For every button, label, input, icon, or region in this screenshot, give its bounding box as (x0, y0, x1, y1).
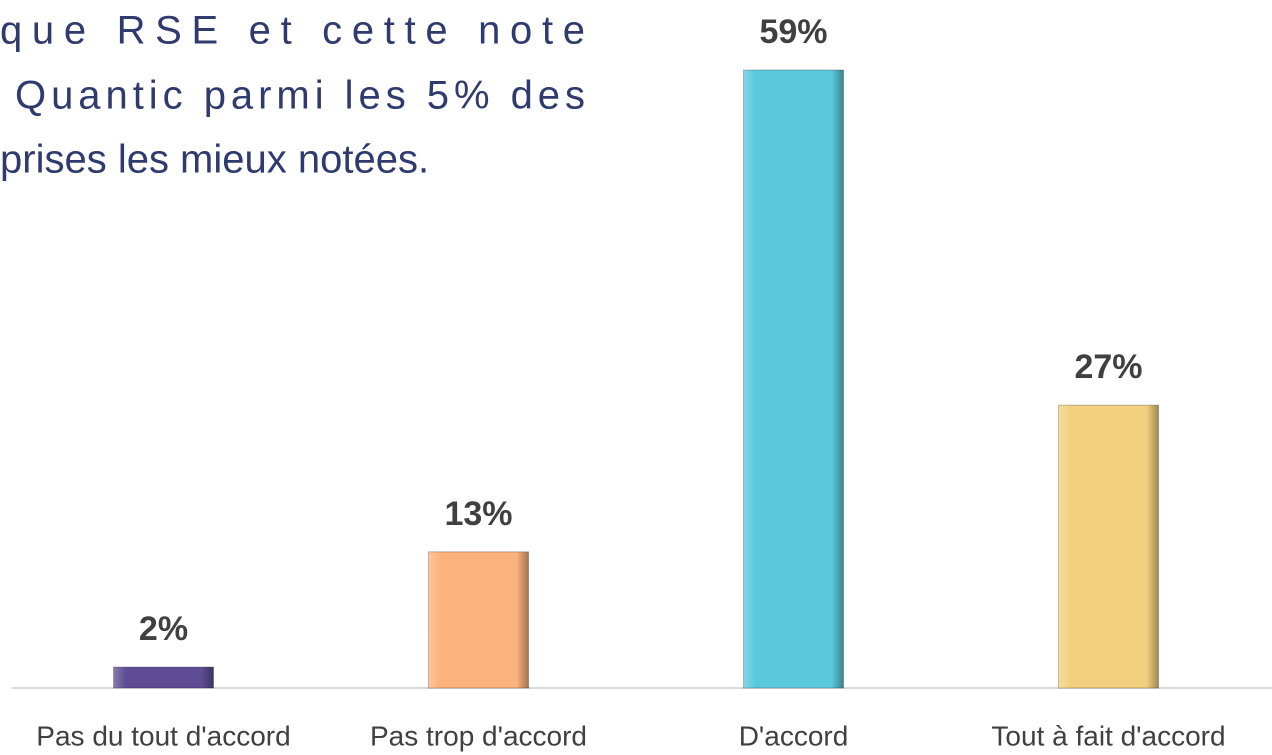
x-tick-label: Pas trop d'accord (370, 720, 587, 751)
bar-shade (428, 551, 529, 688)
title-line: prises les mieux notées. (0, 138, 429, 182)
x-tick-label: Tout à fait d'accord (991, 720, 1225, 751)
value-label: 59% (759, 13, 827, 51)
bar-shade (1058, 405, 1159, 688)
value-label: 2% (139, 610, 188, 648)
bar-shade (743, 70, 844, 688)
x-tick-label: D'accord (739, 720, 849, 751)
title-line: que RSE et cette note (0, 9, 585, 53)
value-label: 13% (444, 495, 512, 533)
value-label: 27% (1074, 348, 1142, 386)
x-tick-label: Pas du tout d'accord (36, 720, 290, 751)
title-line: Quantic parmi les 5% des (15, 74, 585, 118)
bar-shade (113, 667, 214, 688)
